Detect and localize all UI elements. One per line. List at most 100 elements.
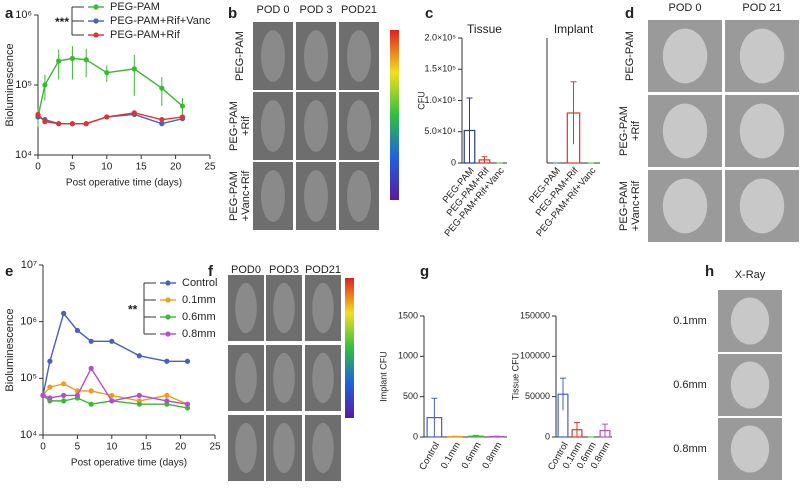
photo-detail [304,100,328,152]
photo-detail [731,297,769,344]
legend-label: 0.6mm [182,311,216,323]
photo-detail [235,423,257,473]
row-label: PEG-PAM [618,106,630,156]
x-tick-label: 15 [136,162,148,173]
photo-detail [261,30,285,82]
y-tick-label: 1500 [398,310,418,320]
column-label: POD0 [231,264,261,276]
photo-detail [312,283,334,333]
y-tick-label: 1.0×10⁵ [424,95,456,105]
data-point [164,359,169,364]
panel-letter: a [5,5,14,22]
y-tick-label: 10⁵ [20,372,37,384]
photo-detail [273,283,295,333]
data-point [137,402,142,407]
panel-letter: c [425,5,433,22]
row-label: PEG-PAM [618,181,630,231]
panel-letter: e [5,263,13,280]
y-tick-label: 10⁷ [21,259,37,271]
photo-detail [235,283,257,333]
x-tick-label: 5 [70,162,76,173]
panel-letter: d [625,5,634,22]
photo-detail [261,170,285,222]
data-point [132,110,137,115]
column-label: POD 21 [742,2,781,14]
y-tick-label: 50000 [525,391,550,401]
x-tick-label: 10 [106,442,118,453]
row-label: PEG-PAM [228,171,240,221]
data-point [137,393,142,398]
y-tick-label: 0 [545,431,550,441]
data-point [89,402,94,407]
photo-detail [273,353,295,403]
y-axis-label: Tissue CFU [510,353,520,400]
data-point [84,57,89,62]
photo-detail [261,100,285,152]
photo-detail [740,104,784,159]
data-point [42,119,47,124]
column-label: POD21 [305,264,341,276]
data-point [185,402,190,407]
y-tick-label: 0 [413,431,418,441]
panel-letter: g [420,263,429,280]
legend-marker [93,18,98,23]
legend-label: 0.1mm [182,294,216,306]
data-point [42,82,47,87]
legend-marker [93,4,98,9]
data-point [159,117,164,122]
legend-label: PEG-PAM+Rif+Vanc [110,15,211,27]
data-point [137,353,142,358]
data-point [104,114,109,119]
data-point [109,339,114,344]
photo-detail [312,423,334,473]
photo-detail [304,170,328,222]
y-axis-label: CFU [416,91,426,110]
colorbar [390,30,399,200]
legend-label: 0.8mm [182,328,216,340]
x-tick-label: 0 [35,162,41,173]
row-label: 0.1mm [673,315,707,327]
chart-title: Implant [554,22,594,36]
y-tick-label: 10⁶ [20,316,37,328]
data-point [35,112,40,117]
data-point [61,311,66,316]
legend-label: PEG-PAM+Rif [110,29,181,41]
row-label: +Rif [630,120,642,141]
chart-title: Tissue [467,22,502,36]
data-point [180,103,185,108]
legend-label: PEG-PAM [110,1,160,13]
row-label: +Vanc+Rif [240,170,252,221]
data-point [56,121,61,126]
row-label: PEG-PAM [234,31,246,81]
row-label: 0.8mm [673,443,707,455]
photo-detail [663,29,707,84]
x-tick-label: 0.8mm [480,440,504,471]
data-point [75,393,80,398]
row-label: 0.6mm [673,379,707,391]
x-tick-label: 10 [101,162,113,173]
legend-marker [165,314,170,319]
significance: *** [55,15,69,29]
y-tick-label: 10⁶ [15,9,32,21]
photo-detail [347,170,371,222]
photo-detail [663,179,707,234]
x-tick-label: 5 [75,442,81,453]
column-label: POD 0 [668,2,701,14]
data-point [180,114,185,119]
y-tick-label: 1.5×10⁵ [424,64,456,74]
x-tick-label: 25 [204,162,216,173]
y-tick-label: 500 [403,391,418,401]
y-tick-label: 5.0×10⁴ [424,126,456,136]
y-tick-label: 150000 [520,310,550,320]
data-point [104,70,109,75]
data-point [61,393,66,398]
row-label: +Rif [240,115,252,136]
photo-detail [740,179,784,234]
data-point [61,381,66,386]
column-label: POD21 [341,4,377,16]
data-point [89,339,94,344]
column-label: POD 3 [299,4,332,16]
photo-detail [731,361,769,408]
photo-detail [312,353,334,403]
x-axis-label: Post operative time (days) [71,458,187,469]
